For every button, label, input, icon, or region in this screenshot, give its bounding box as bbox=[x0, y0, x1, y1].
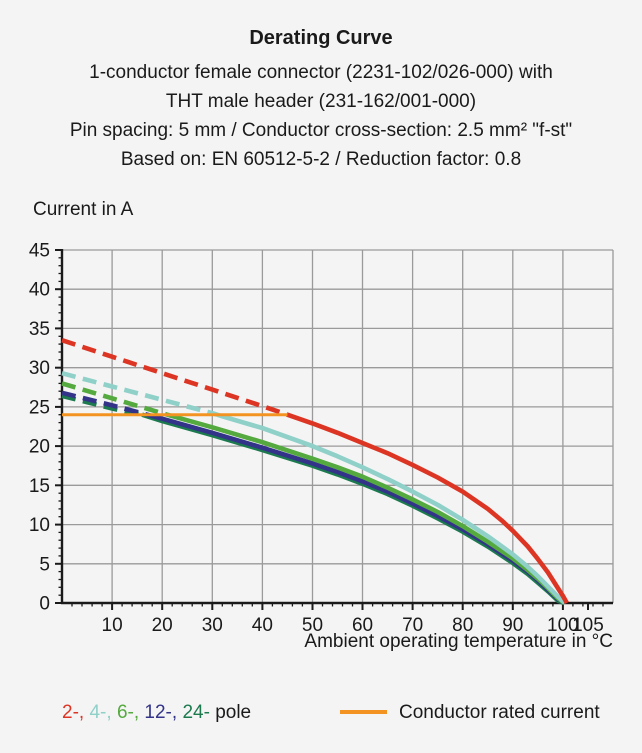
x-axis-title: Ambient operating temperature in °C bbox=[304, 631, 613, 652]
legend-pole-suffix: pole bbox=[215, 702, 252, 723]
x-tick-label: 40 bbox=[252, 615, 273, 636]
y-tick-label: 0 bbox=[39, 594, 50, 615]
chart-subtitle: 1-conductor female connector (2231-102/0… bbox=[0, 58, 642, 174]
chart-subtitle-line: Pin spacing: 5 mm / Conductor cross-sect… bbox=[69, 120, 573, 141]
curve-2-pole bbox=[61, 338, 569, 605]
x-tick-label: 100 bbox=[547, 615, 579, 636]
curve-4-pole bbox=[61, 370, 567, 605]
x-tick-label: 80 bbox=[452, 615, 473, 636]
legend-pole-entry: 12-, bbox=[144, 702, 178, 723]
chart-subtitle-line: 1-conductor female connector (2231-102/0… bbox=[89, 62, 553, 83]
chart-subtitle-line: THT male header (231-162/001-000) bbox=[165, 91, 477, 112]
legend-pole-entry: 6-, bbox=[116, 702, 140, 723]
x-tick-label: 10 bbox=[102, 615, 123, 636]
legend-rated-current: Conductor rated current bbox=[340, 702, 600, 724]
axis-ticks bbox=[55, 249, 604, 610]
y-axis-title: Current in A bbox=[33, 199, 134, 220]
legend-pole-entry: 2-, bbox=[62, 702, 85, 723]
page-title: Derating Curve bbox=[249, 27, 393, 49]
chart-header: Derating Curve 1-conductor female connec… bbox=[0, 26, 642, 174]
rated-current-legend-label: Conductor rated current bbox=[399, 702, 600, 723]
x-tick-label: 105 bbox=[572, 615, 604, 636]
x-tick-label: 20 bbox=[152, 615, 173, 636]
tick-labels: 0 5 10 15 20 25 30 35 40 45 10 20 30 40 50 60 70 80 90 1001… bbox=[29, 241, 604, 637]
y-tick-label: 10 bbox=[29, 515, 50, 536]
y-tick-label: 25 bbox=[29, 397, 50, 418]
curve-6-pole bbox=[61, 381, 566, 605]
y-tick-label: 40 bbox=[29, 280, 50, 301]
y-tick-label: 45 bbox=[29, 241, 50, 262]
legend-pole-list: 2-, 4-, 6-, 12-, 24- pole bbox=[62, 702, 251, 724]
x-tick-label: 70 bbox=[402, 615, 423, 636]
y-tick-label: 30 bbox=[29, 358, 50, 379]
x-tick-label: 90 bbox=[502, 615, 523, 636]
legend-pole-entry: 4-, bbox=[89, 702, 112, 723]
x-tick-label: 60 bbox=[352, 615, 373, 636]
derating-chart-svg: 0 5 10 15 20 25 30 35 40 45 10 20 30 40 50 60 70 80 90 1001… bbox=[29, 241, 614, 637]
derating-curves bbox=[61, 338, 569, 606]
y-tick-label: 5 bbox=[39, 554, 50, 575]
axes bbox=[60, 249, 613, 605]
legend-pole-entry: 24- bbox=[182, 702, 210, 723]
y-tick-label: 35 bbox=[29, 319, 50, 340]
y-tick-label: 15 bbox=[29, 476, 50, 497]
rated-current-line-swatch bbox=[340, 710, 387, 714]
chart-subtitle-line: Based on: EN 60512-5-2 / Reduction facto… bbox=[120, 149, 522, 170]
y-tick-label: 20 bbox=[29, 437, 50, 458]
x-tick-label: 30 bbox=[202, 615, 223, 636]
x-tick-label: 50 bbox=[302, 615, 323, 636]
